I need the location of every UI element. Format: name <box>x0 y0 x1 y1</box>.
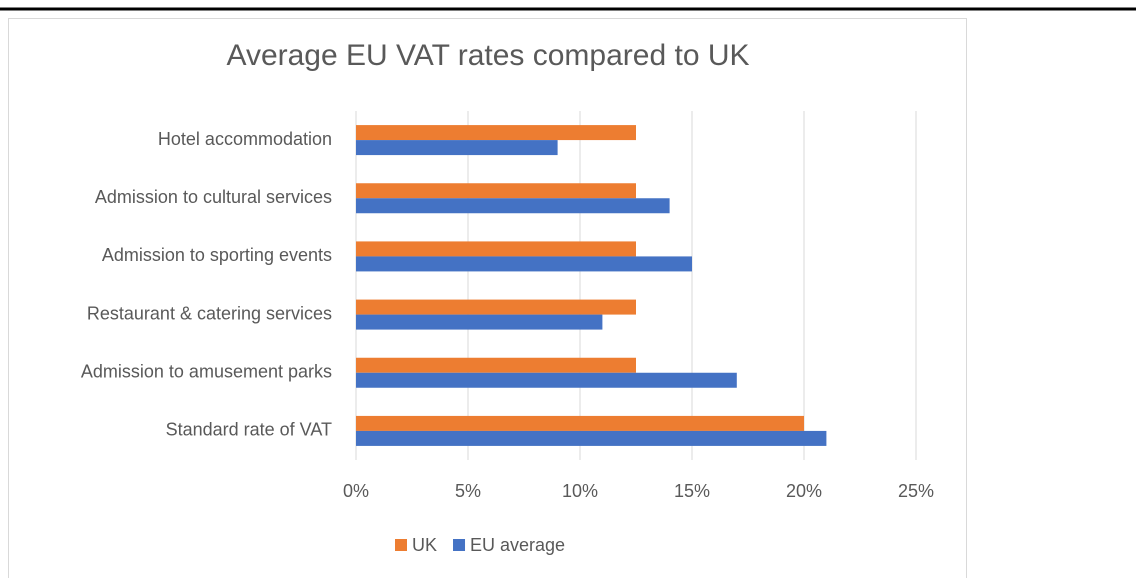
bar <box>356 357 636 373</box>
legend-swatch <box>453 539 466 551</box>
chart-title: Average EU VAT rates compared to UK <box>226 39 749 72</box>
bar <box>356 314 603 330</box>
x-tick-label: 20% <box>786 481 822 501</box>
bar <box>356 198 670 214</box>
x-tick-label: 0% <box>343 481 369 501</box>
bar <box>356 125 636 141</box>
bar <box>356 415 804 431</box>
bar <box>356 183 636 199</box>
bar <box>356 140 558 156</box>
x-tick-label: 15% <box>674 481 710 501</box>
y-tick-label: Admission to sporting events <box>102 245 332 265</box>
legend-swatch <box>395 539 407 551</box>
bar <box>356 430 827 446</box>
x-tick-label: 25% <box>898 481 934 501</box>
y-tick-label: Admission to amusement parks <box>81 362 332 382</box>
legend-label: UK <box>412 535 437 555</box>
bar <box>356 299 636 315</box>
legend-label: EU average <box>470 535 565 555</box>
bar <box>356 256 692 272</box>
x-tick-label: 10% <box>562 481 598 501</box>
y-tick-label: Hotel accommodation <box>158 129 332 149</box>
x-tick-label: 5% <box>455 481 481 501</box>
chart-frame <box>8 18 967 583</box>
bar <box>356 372 737 388</box>
y-tick-label: Standard rate of VAT <box>166 420 332 440</box>
bar <box>356 241 636 257</box>
y-tick-label: Admission to cultural services <box>95 187 332 207</box>
y-tick-label: Restaurant & catering services <box>87 303 332 323</box>
